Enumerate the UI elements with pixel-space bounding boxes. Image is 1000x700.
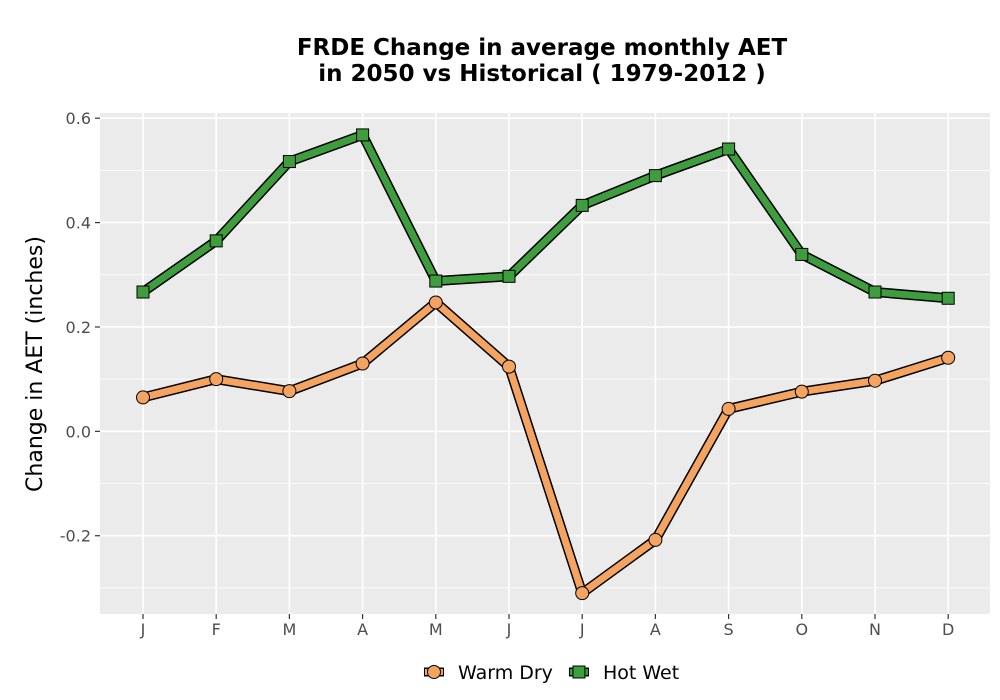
y-tick-label: 0.2 [66,318,91,337]
data-point [136,285,150,299]
data-point [575,586,590,601]
data-point [722,142,736,156]
data-point [941,350,956,365]
series-warm-dry [136,295,956,601]
legend-label: Warm Dry [458,662,553,684]
x-tick-label: D [942,620,954,639]
data-point [282,384,297,399]
y-tick-label: 0.0 [66,422,91,441]
x-tick-label: S [724,620,734,639]
legend-label: Hot Wet [603,662,679,684]
data-point [209,372,224,387]
data-point [136,390,150,405]
x-tick-label: O [796,620,809,639]
legend-key-marker [427,665,441,679]
x-tick-label: J [140,620,146,639]
data-point [941,291,955,305]
y-tick-label: -0.2 [60,527,91,546]
x-tick-label: J [579,620,585,639]
y-tick-label: 0.4 [66,214,91,233]
data-point [721,401,736,416]
x-tick-label: A [650,620,661,639]
data-point [868,285,882,299]
data-point [429,274,443,288]
legend-item-warm-dry: Warm Dry [424,662,553,684]
x-tick-label: N [869,620,881,639]
plot-panel [100,113,990,614]
data-point [502,269,516,283]
series-layer [136,128,956,601]
chart-title-line2: in 2050 vs Historical ( 1979-2012 ) [318,61,765,87]
legend-key-marker [572,665,586,679]
data-point [794,384,809,399]
data-point [648,169,662,183]
legend-item-hot-wet: Hot Wet [568,662,679,684]
data-point [575,198,589,212]
data-point [428,295,443,310]
data-point [868,373,882,388]
chart-title-line1: FRDE Change in average monthly AET [297,35,788,61]
legend: Warm Dry Hot Wet [424,662,679,684]
x-tick-label: F [212,620,221,639]
data-point [795,247,809,261]
x-tick-label: A [357,620,368,639]
data-point [282,155,296,169]
x-tick-label: M [429,620,443,639]
data-point [648,532,663,547]
series-line [139,298,952,597]
y-tick-label: 0.6 [66,109,91,128]
y-axis: -0.2 0.0 0.2 0.4 0.6 [60,109,100,546]
series-hot-wet [136,128,955,305]
data-point [502,359,516,374]
y-axis-title: Change in AET (inches) [23,236,48,492]
data-point [209,234,223,248]
series-line [139,131,952,302]
x-tick-label: J [506,620,512,639]
data-point [355,356,370,371]
data-point [356,128,370,142]
x-tick-label: M [282,620,296,639]
